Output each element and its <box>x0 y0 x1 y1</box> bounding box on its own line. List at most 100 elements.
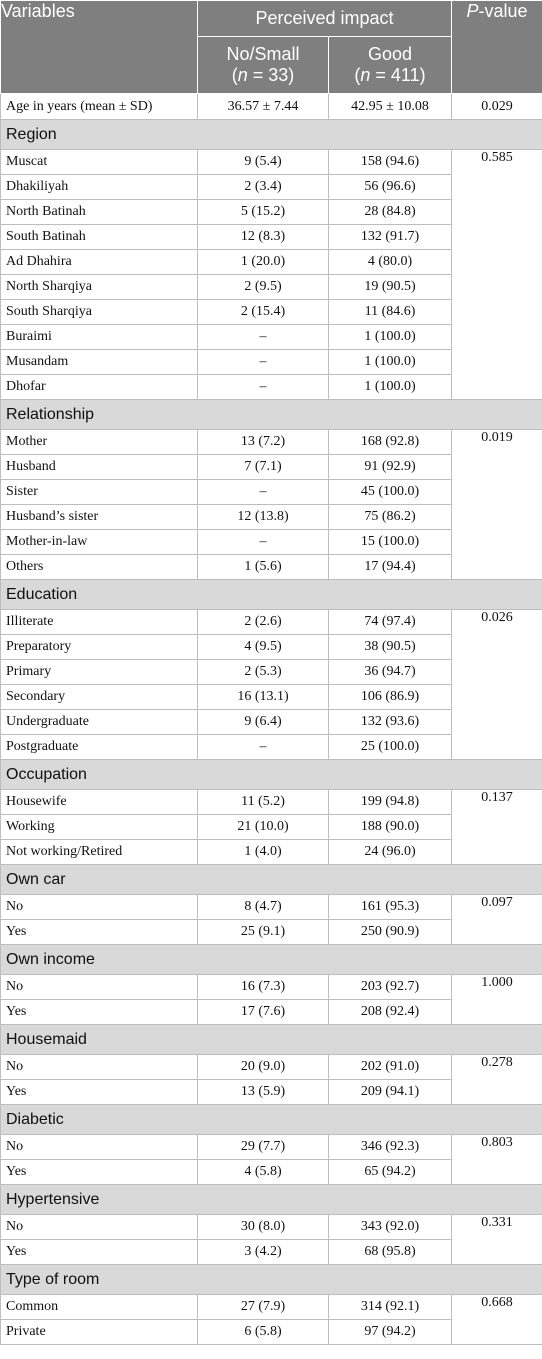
no-small-value: 2 (15.4) <box>197 299 329 325</box>
section-p-value: 0.278 <box>451 1054 542 1105</box>
row-label: Sister <box>0 479 198 505</box>
row-label: Yes <box>0 999 198 1025</box>
good-value: 11 (84.6) <box>328 299 452 325</box>
section-title: Education <box>0 579 542 610</box>
good-value: 97 (94.2) <box>328 1319 452 1345</box>
good-value: 28 (84.8) <box>328 199 452 225</box>
no-small-value: – <box>197 324 329 350</box>
header-p-value: P-value <box>451 0 542 94</box>
section-title: Type of room <box>0 1264 542 1295</box>
table-body: Age in years (mean ± SD) 36.57 ± 7.44 42… <box>0 93 542 1345</box>
header-p-letter: P <box>466 1 479 21</box>
table-row: South Batinah 12 (8.3) 132 (91.7) <box>0 224 542 250</box>
section-header-own-income: Own income <box>0 944 542 975</box>
row-label: Yes <box>0 919 198 945</box>
good-value: 17 (94.4) <box>328 554 452 580</box>
table-row: Illiterate 2 (2.6) 74 (97.4) 0.026 <box>0 609 542 760</box>
good-value: 24 (96.0) <box>328 839 452 865</box>
row-label: South Sharqiya <box>0 299 198 325</box>
no-small-value: 6 (5.8) <box>197 1319 329 1345</box>
no-small-value: 2 (2.6) <box>197 609 329 635</box>
table-row: Husband’s sister 12 (13.8) 75 (86.2) <box>0 504 542 530</box>
section-p-value: 0.803 <box>451 1134 542 1185</box>
table-row: Others 1 (5.6) 17 (94.4) <box>0 554 542 580</box>
row-label: Yes <box>0 1079 198 1105</box>
table-row: Housewife 11 (5.2) 199 (94.8) 0.137 <box>0 789 542 865</box>
header-good: Good (n = 411) <box>328 36 452 94</box>
good-value: 346 (92.3) <box>328 1134 452 1160</box>
section-title: Occupation <box>0 759 542 790</box>
no-small-value: – <box>197 529 329 555</box>
header-no-small: No/Small (n = 33) <box>197 36 329 94</box>
no-small-value: 3 (4.2) <box>197 1239 329 1265</box>
table-row: Yes 13 (5.9) 209 (94.1) <box>0 1079 542 1105</box>
good-value: 132 (93.6) <box>328 709 452 735</box>
row-label: Husband <box>0 454 198 480</box>
row-label: No <box>0 1214 198 1240</box>
no-small-value: 13 (5.9) <box>197 1079 329 1105</box>
table-row: Yes 17 (7.6) 208 (92.4) <box>0 999 542 1025</box>
no-small-value: 8 (4.7) <box>197 894 329 920</box>
no-small-value: – <box>197 479 329 505</box>
section-p-value: 0.585 <box>451 149 542 400</box>
table-row: Mother 13 (7.2) 168 (92.8) 0.019 <box>0 429 542 580</box>
no-small-value: 1 (20.0) <box>197 249 329 275</box>
no-small-value: – <box>197 374 329 400</box>
good-value: 65 (94.2) <box>328 1159 452 1185</box>
good-value: 19 (90.5) <box>328 274 452 300</box>
row-label: Housewife <box>0 789 198 815</box>
good-value: 203 (92.7) <box>328 974 452 1000</box>
row-label: No <box>0 1054 198 1080</box>
no-small-value: 9 (5.4) <box>197 149 329 175</box>
table-row: South Sharqiya 2 (15.4) 11 (84.6) <box>0 299 542 325</box>
table-row: Undergraduate 9 (6.4) 132 (93.6) <box>0 709 542 735</box>
row-label: North Sharqiya <box>0 274 198 300</box>
row-label: Others <box>0 554 198 580</box>
section-p-value: 0.137 <box>451 789 542 865</box>
no-small-value: 20 (9.0) <box>197 1054 329 1080</box>
row-label: No <box>0 894 198 920</box>
table-row: No 30 (8.0) 343 (92.0) 0.331 <box>0 1214 542 1265</box>
section-p-value: 0.026 <box>451 609 542 760</box>
row-label: Not working/Retired <box>0 839 198 865</box>
age-label: Age in years (mean ± SD) <box>0 93 198 120</box>
header-good-label: Good <box>367 44 413 64</box>
no-small-value: 11 (5.2) <box>197 789 329 815</box>
no-small-value: 21 (10.0) <box>197 814 329 840</box>
section-title: Hypertensive <box>0 1184 542 1215</box>
no-small-value: 17 (7.6) <box>197 999 329 1025</box>
row-label: Ad Dhahira <box>0 249 198 275</box>
table-row: Husband 7 (7.1) 91 (92.9) <box>0 454 542 480</box>
row-label: Buraimi <box>0 324 198 350</box>
row-label: Dhofar <box>0 374 198 400</box>
good-value: 15 (100.0) <box>328 529 452 555</box>
good-value: 1 (100.0) <box>328 349 452 375</box>
good-value: 158 (94.6) <box>328 149 452 175</box>
row-label: Postgraduate <box>0 734 198 760</box>
row-label: Illiterate <box>0 609 198 635</box>
good-value: 250 (90.9) <box>328 919 452 945</box>
section-p-value: 0.097 <box>451 894 542 945</box>
table-row: No 29 (7.7) 346 (92.3) 0.803 <box>0 1134 542 1185</box>
no-small-value: 29 (7.7) <box>197 1134 329 1160</box>
row-label: Secondary <box>0 684 198 710</box>
no-small-value: 5 (15.2) <box>197 199 329 225</box>
no-small-value: 7 (7.1) <box>197 454 329 480</box>
good-value: 38 (90.5) <box>328 634 452 660</box>
good-value: 106 (86.9) <box>328 684 452 710</box>
no-small-value: 25 (9.1) <box>197 919 329 945</box>
header-good-count: = 411) <box>370 65 426 85</box>
table-row: Ad Dhahira 1 (20.0) 4 (80.0) <box>0 249 542 275</box>
age-row: Age in years (mean ± SD) 36.57 ± 7.44 42… <box>0 93 542 120</box>
section-header-diabetic: Diabetic <box>0 1104 542 1135</box>
section-header-occupation: Occupation <box>0 759 542 790</box>
no-small-value: 2 (9.5) <box>197 274 329 300</box>
good-value: 4 (80.0) <box>328 249 452 275</box>
row-label: Mother-in-law <box>0 529 198 555</box>
row-label: Musandam <box>0 349 198 375</box>
row-label: Yes <box>0 1239 198 1265</box>
row-label: Primary <box>0 659 198 685</box>
section-header-own-car: Own car <box>0 864 542 895</box>
row-label: South Batinah <box>0 224 198 250</box>
